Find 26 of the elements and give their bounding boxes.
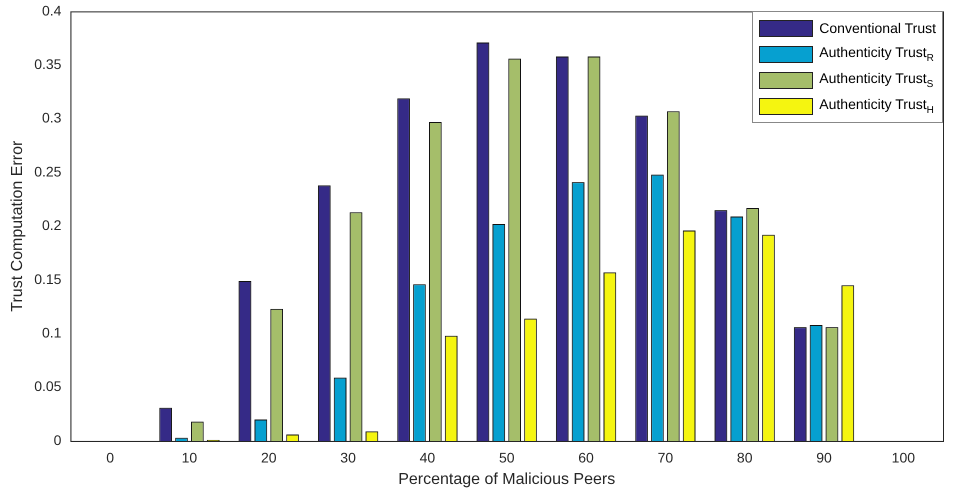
x-tick-label: 100	[892, 449, 916, 466]
legend-label: Authenticity Trust$_{R}$	[819, 44, 934, 64]
x-axis-title: Percentage of Malicious Peers	[398, 470, 616, 488]
x-tick-label: 90	[816, 449, 832, 466]
x-tick-label: 10	[182, 449, 198, 466]
y-tick-label: 0.15	[34, 270, 62, 287]
legend-label: Authenticity Trust$_{H}$	[819, 96, 934, 116]
y-tick-label: 0.1	[42, 324, 62, 340]
y-tick-label: 0.35	[34, 56, 62, 72]
legend-label: Conventional Trust	[819, 20, 936, 36]
y-tick-label: 0.4	[42, 2, 62, 18]
y-tick-label: 0.25	[34, 163, 62, 180]
y-tick-label: 0.05	[34, 378, 62, 394]
y-tick-label: 0.2	[42, 217, 62, 234]
x-tick-label: 70	[658, 449, 674, 466]
legend-label: Authenticity Trust$_{S}$	[819, 70, 934, 90]
x-tick-label: 60	[578, 449, 594, 466]
y-tick-label: 0.3	[42, 110, 62, 126]
x-tick-label: 40	[420, 449, 436, 466]
x-tick-label: 50	[498, 449, 515, 466]
x-tick-label: 30	[340, 449, 356, 466]
x-tick-label: 80	[736, 449, 753, 466]
y-tick-label: 0	[54, 432, 62, 448]
x-tick-label: 0	[106, 449, 114, 466]
y-axis-title: Trust Computation Error	[9, 140, 26, 312]
x-tick-label: 20	[260, 449, 277, 466]
